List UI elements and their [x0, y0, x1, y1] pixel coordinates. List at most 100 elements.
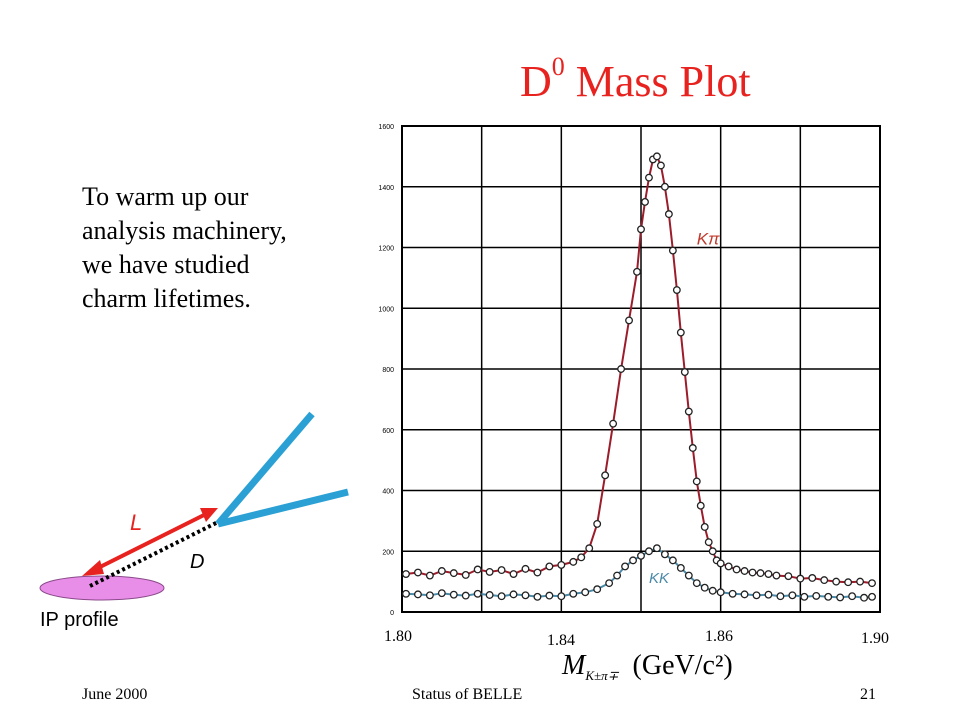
l-arrow — [89, 510, 211, 574]
x-tick-label: 1.84 — [547, 632, 575, 649]
data-point — [656, 161, 665, 170]
data-point — [668, 246, 677, 255]
ip-profile-ellipse — [39, 575, 165, 601]
data-point — [605, 579, 614, 588]
data-point — [497, 566, 506, 575]
data-point — [413, 568, 422, 577]
data-point — [764, 570, 773, 578]
data-point — [824, 592, 833, 601]
data-point — [652, 544, 661, 553]
data-point — [756, 569, 765, 578]
footer-date: June 2000 — [82, 686, 148, 703]
data-point — [621, 562, 630, 571]
data-point — [848, 592, 857, 601]
data-point — [437, 567, 446, 575]
data-point — [684, 571, 693, 580]
data-point — [812, 591, 821, 600]
data-point — [509, 570, 518, 578]
y-tick-label: 200 — [382, 549, 394, 556]
data-point — [569, 589, 578, 598]
data-point — [752, 591, 761, 600]
data-point — [700, 523, 709, 531]
data-point — [664, 210, 673, 219]
data-point — [641, 197, 649, 206]
data-point — [776, 592, 785, 601]
label-d: D — [190, 551, 204, 573]
y-tick-label: 1400 — [378, 185, 394, 192]
x-tick-label: 1.80 — [384, 628, 412, 645]
data-point — [688, 444, 697, 452]
data-point — [569, 557, 578, 566]
data-point — [637, 551, 645, 560]
data-point — [692, 477, 701, 486]
data-point — [485, 591, 494, 599]
data-point — [585, 544, 594, 553]
data-point — [652, 152, 661, 161]
annotation-kk: KK — [649, 570, 670, 587]
y-tick-label: 1000 — [378, 306, 394, 313]
data-point — [740, 590, 749, 599]
data-point — [461, 591, 470, 600]
data-point — [676, 328, 685, 337]
label-ip-profile: IP profile — [40, 609, 119, 631]
data-point — [716, 559, 725, 568]
data-point — [668, 556, 677, 565]
data-point — [557, 560, 566, 569]
intro-line: we have studied — [82, 250, 250, 279]
intro-line: analysis machinery, — [82, 216, 287, 245]
data-point — [402, 589, 410, 598]
data-point — [692, 579, 701, 588]
data-point — [473, 589, 482, 598]
data-point — [521, 591, 530, 600]
data-point — [836, 593, 845, 602]
decay-diagram: L D IP profile — [39, 411, 349, 631]
data-point — [660, 550, 669, 559]
intro-text: To warm up our analysis machinery, we ha… — [82, 180, 372, 316]
y-tick-label: 800 — [382, 367, 394, 374]
data-point — [545, 562, 554, 571]
data-point — [617, 365, 626, 373]
data-point — [485, 567, 494, 576]
data-point — [613, 571, 622, 580]
data-point — [684, 407, 693, 416]
data-point — [868, 579, 876, 588]
y-tick-label: 1600 — [378, 124, 394, 131]
data-point — [708, 547, 717, 556]
slide-number: 21 — [860, 686, 876, 703]
data-point — [680, 368, 689, 376]
data-point — [473, 565, 482, 574]
data-point — [764, 590, 773, 599]
data-point — [808, 574, 817, 582]
y-tick-label: 400 — [382, 489, 394, 496]
y-tick-label: 1200 — [378, 246, 394, 253]
data-point — [796, 574, 805, 583]
data-point — [868, 592, 876, 601]
data-point — [724, 562, 733, 571]
data-point — [601, 471, 610, 480]
data-point — [413, 590, 422, 599]
data-point — [704, 538, 713, 547]
intro-line: charm lifetimes. — [82, 284, 251, 313]
track-upper — [215, 411, 315, 527]
data-point — [461, 570, 470, 579]
data-point — [425, 571, 434, 580]
data-point — [748, 568, 757, 577]
data-point — [784, 572, 793, 581]
data-point — [708, 586, 717, 595]
annotation-kpi: Kπ — [697, 229, 720, 248]
data-point — [581, 588, 590, 597]
data-point — [633, 267, 641, 276]
data-point — [788, 591, 797, 600]
label-l: L — [130, 510, 142, 535]
data-point — [676, 564, 685, 572]
data-point — [577, 553, 586, 562]
data-point — [402, 570, 410, 578]
l-arrowhead-right — [200, 508, 218, 522]
y-tick-label: 600 — [382, 428, 394, 435]
data-point — [696, 501, 705, 510]
intro-line: To warm up our — [82, 182, 249, 211]
data-point — [732, 565, 741, 574]
x-tick-label: 1.86 — [705, 628, 733, 645]
data-point — [509, 590, 518, 599]
data-point — [820, 576, 829, 585]
